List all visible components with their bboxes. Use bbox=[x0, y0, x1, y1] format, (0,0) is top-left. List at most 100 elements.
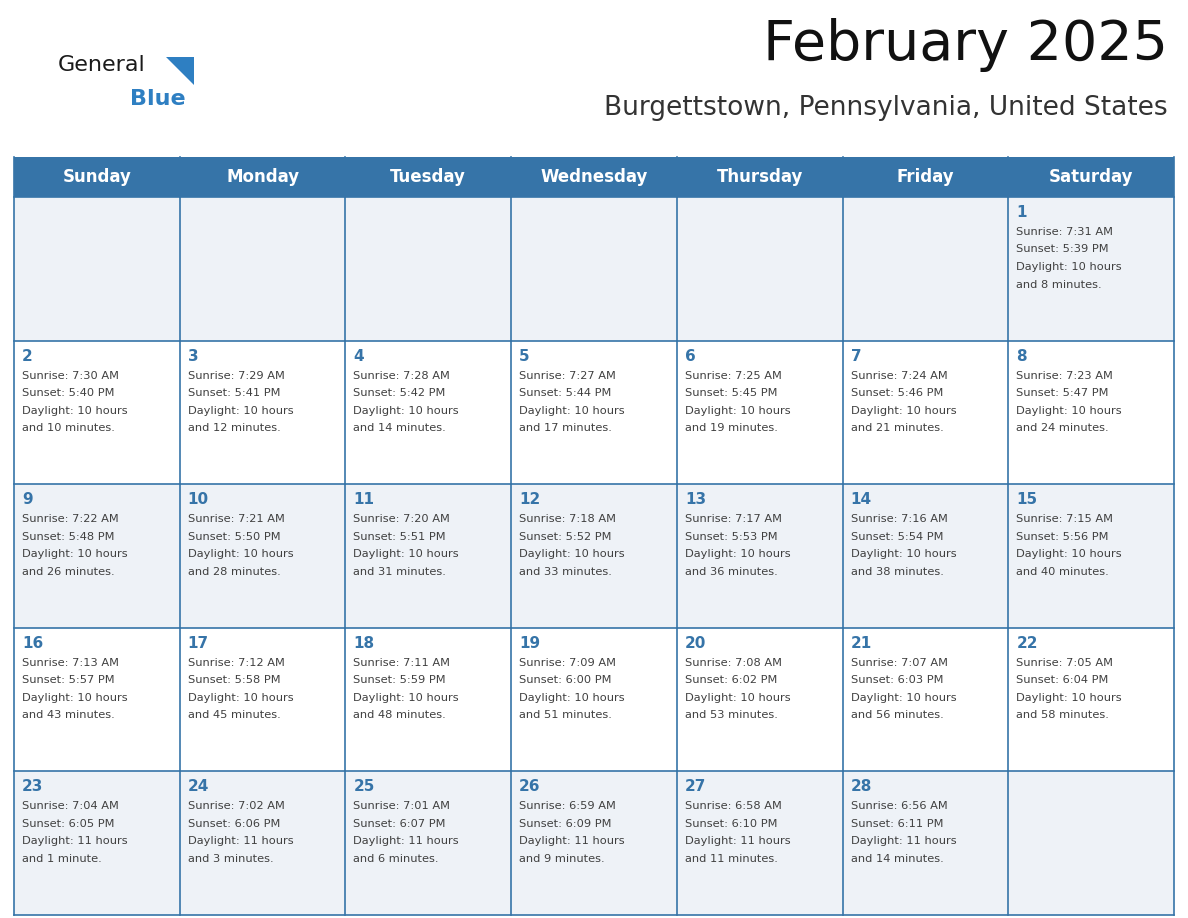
Text: 22: 22 bbox=[1016, 636, 1038, 651]
Text: and 24 minutes.: and 24 minutes. bbox=[1016, 423, 1108, 433]
Bar bbox=[842, 771, 1009, 915]
Text: Daylight: 10 hours: Daylight: 10 hours bbox=[851, 549, 956, 559]
Text: Sunrise: 7:16 AM: Sunrise: 7:16 AM bbox=[851, 514, 948, 524]
Text: 19: 19 bbox=[519, 636, 541, 651]
Text: Sunrise: 7:29 AM: Sunrise: 7:29 AM bbox=[188, 371, 285, 381]
Text: Daylight: 10 hours: Daylight: 10 hours bbox=[353, 549, 459, 559]
Text: 25: 25 bbox=[353, 779, 374, 794]
Text: Sunrise: 7:01 AM: Sunrise: 7:01 AM bbox=[353, 801, 450, 812]
Text: Daylight: 10 hours: Daylight: 10 hours bbox=[684, 549, 790, 559]
Text: Sunset: 6:03 PM: Sunset: 6:03 PM bbox=[851, 676, 943, 686]
Text: and 45 minutes.: and 45 minutes. bbox=[188, 711, 280, 721]
Text: 11: 11 bbox=[353, 492, 374, 508]
Text: Sunrise: 7:15 AM: Sunrise: 7:15 AM bbox=[1016, 514, 1113, 524]
Text: 18: 18 bbox=[353, 636, 374, 651]
Text: 2: 2 bbox=[23, 349, 33, 364]
Text: Daylight: 10 hours: Daylight: 10 hours bbox=[1016, 262, 1121, 272]
Text: 26: 26 bbox=[519, 779, 541, 794]
Text: Daylight: 11 hours: Daylight: 11 hours bbox=[188, 836, 293, 846]
Text: and 11 minutes.: and 11 minutes. bbox=[684, 854, 778, 864]
Text: Saturday: Saturday bbox=[1049, 168, 1133, 186]
Bar bbox=[179, 197, 346, 341]
Text: Sunset: 6:11 PM: Sunset: 6:11 PM bbox=[851, 819, 943, 829]
Text: and 56 minutes.: and 56 minutes. bbox=[851, 711, 943, 721]
Text: Daylight: 10 hours: Daylight: 10 hours bbox=[1016, 549, 1121, 559]
Text: 12: 12 bbox=[519, 492, 541, 508]
Text: 20: 20 bbox=[684, 636, 706, 651]
Text: Blue: Blue bbox=[129, 89, 185, 109]
Text: Daylight: 10 hours: Daylight: 10 hours bbox=[353, 693, 459, 703]
Text: and 14 minutes.: and 14 minutes. bbox=[851, 854, 943, 864]
Text: and 6 minutes.: and 6 minutes. bbox=[353, 854, 438, 864]
Text: Daylight: 10 hours: Daylight: 10 hours bbox=[23, 693, 127, 703]
Bar bbox=[346, 771, 511, 915]
Text: Sunset: 5:44 PM: Sunset: 5:44 PM bbox=[519, 388, 612, 398]
Bar bbox=[179, 484, 346, 628]
Text: Sunrise: 7:25 AM: Sunrise: 7:25 AM bbox=[684, 371, 782, 381]
Bar bbox=[842, 197, 1009, 341]
Text: Sunset: 5:53 PM: Sunset: 5:53 PM bbox=[684, 532, 777, 542]
Text: Sunrise: 7:12 AM: Sunrise: 7:12 AM bbox=[188, 658, 285, 667]
Text: 10: 10 bbox=[188, 492, 209, 508]
Text: Sunset: 5:42 PM: Sunset: 5:42 PM bbox=[353, 388, 446, 398]
Text: Daylight: 10 hours: Daylight: 10 hours bbox=[851, 406, 956, 416]
Bar bbox=[14, 157, 1174, 197]
Text: and 51 minutes.: and 51 minutes. bbox=[519, 711, 612, 721]
Text: Daylight: 10 hours: Daylight: 10 hours bbox=[188, 693, 293, 703]
Text: and 9 minutes.: and 9 minutes. bbox=[519, 854, 605, 864]
Text: Sunday: Sunday bbox=[63, 168, 132, 186]
Text: Sunset: 5:57 PM: Sunset: 5:57 PM bbox=[23, 676, 114, 686]
Text: and 21 minutes.: and 21 minutes. bbox=[851, 423, 943, 433]
Text: Sunset: 5:58 PM: Sunset: 5:58 PM bbox=[188, 676, 280, 686]
Text: Sunrise: 7:30 AM: Sunrise: 7:30 AM bbox=[23, 371, 119, 381]
Text: 8: 8 bbox=[1016, 349, 1026, 364]
Text: Daylight: 10 hours: Daylight: 10 hours bbox=[519, 693, 625, 703]
Text: Sunrise: 6:59 AM: Sunrise: 6:59 AM bbox=[519, 801, 617, 812]
Text: Daylight: 11 hours: Daylight: 11 hours bbox=[519, 836, 625, 846]
Text: and 40 minutes.: and 40 minutes. bbox=[1016, 566, 1110, 577]
Text: Daylight: 10 hours: Daylight: 10 hours bbox=[353, 406, 459, 416]
Bar bbox=[842, 484, 1009, 628]
Text: Daylight: 10 hours: Daylight: 10 hours bbox=[851, 693, 956, 703]
Text: and 19 minutes.: and 19 minutes. bbox=[684, 423, 778, 433]
Text: Sunrise: 7:28 AM: Sunrise: 7:28 AM bbox=[353, 371, 450, 381]
Text: 9: 9 bbox=[23, 492, 32, 508]
Text: Daylight: 10 hours: Daylight: 10 hours bbox=[519, 549, 625, 559]
Text: Sunrise: 7:23 AM: Sunrise: 7:23 AM bbox=[1016, 371, 1113, 381]
Text: and 17 minutes.: and 17 minutes. bbox=[519, 423, 612, 433]
Text: and 12 minutes.: and 12 minutes. bbox=[188, 423, 280, 433]
Text: Thursday: Thursday bbox=[716, 168, 803, 186]
Text: and 8 minutes.: and 8 minutes. bbox=[1016, 279, 1102, 289]
Text: and 10 minutes.: and 10 minutes. bbox=[23, 423, 115, 433]
Bar bbox=[14, 771, 179, 915]
Text: Sunset: 5:51 PM: Sunset: 5:51 PM bbox=[353, 532, 446, 542]
Text: 16: 16 bbox=[23, 636, 43, 651]
Bar bbox=[1009, 197, 1174, 341]
Text: and 26 minutes.: and 26 minutes. bbox=[23, 566, 114, 577]
Bar bbox=[511, 484, 677, 628]
Text: Sunset: 6:05 PM: Sunset: 6:05 PM bbox=[23, 819, 114, 829]
Text: and 14 minutes.: and 14 minutes. bbox=[353, 423, 447, 433]
Text: and 43 minutes.: and 43 minutes. bbox=[23, 711, 115, 721]
Bar bbox=[179, 341, 346, 484]
Bar bbox=[14, 628, 179, 771]
Text: 24: 24 bbox=[188, 779, 209, 794]
Text: and 1 minute.: and 1 minute. bbox=[23, 854, 102, 864]
Text: Sunset: 6:06 PM: Sunset: 6:06 PM bbox=[188, 819, 280, 829]
Text: Sunset: 5:46 PM: Sunset: 5:46 PM bbox=[851, 388, 943, 398]
Text: General: General bbox=[58, 55, 146, 75]
Text: Sunrise: 6:56 AM: Sunrise: 6:56 AM bbox=[851, 801, 947, 812]
Text: Sunset: 6:10 PM: Sunset: 6:10 PM bbox=[684, 819, 777, 829]
Bar bbox=[511, 341, 677, 484]
Polygon shape bbox=[166, 57, 194, 85]
Bar bbox=[842, 628, 1009, 771]
Text: Sunset: 6:07 PM: Sunset: 6:07 PM bbox=[353, 819, 446, 829]
Text: Burgettstown, Pennsylvania, United States: Burgettstown, Pennsylvania, United State… bbox=[605, 95, 1168, 121]
Bar bbox=[677, 197, 842, 341]
Text: Sunset: 5:45 PM: Sunset: 5:45 PM bbox=[684, 388, 777, 398]
Text: and 33 minutes.: and 33 minutes. bbox=[519, 566, 612, 577]
Text: Sunset: 6:04 PM: Sunset: 6:04 PM bbox=[1016, 676, 1108, 686]
Text: 15: 15 bbox=[1016, 492, 1037, 508]
Text: 4: 4 bbox=[353, 349, 364, 364]
Text: 7: 7 bbox=[851, 349, 861, 364]
